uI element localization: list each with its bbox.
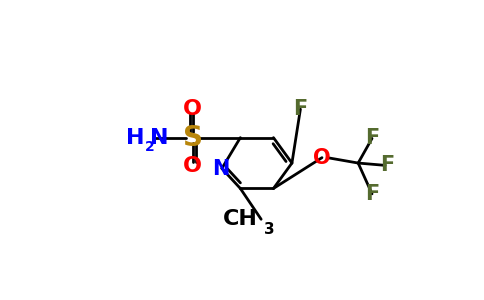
Text: F: F: [380, 155, 394, 176]
Text: N: N: [212, 159, 229, 179]
Text: N: N: [150, 128, 169, 148]
Text: 3: 3: [264, 222, 275, 237]
Text: S: S: [182, 124, 203, 152]
Text: H: H: [126, 128, 145, 148]
Text: F: F: [365, 128, 379, 148]
Text: O: O: [313, 148, 331, 168]
Text: CH: CH: [223, 209, 258, 229]
Text: O: O: [183, 156, 202, 176]
Text: F: F: [293, 99, 307, 119]
Text: O: O: [183, 99, 202, 119]
Text: 2: 2: [145, 140, 154, 154]
Text: F: F: [365, 184, 379, 204]
